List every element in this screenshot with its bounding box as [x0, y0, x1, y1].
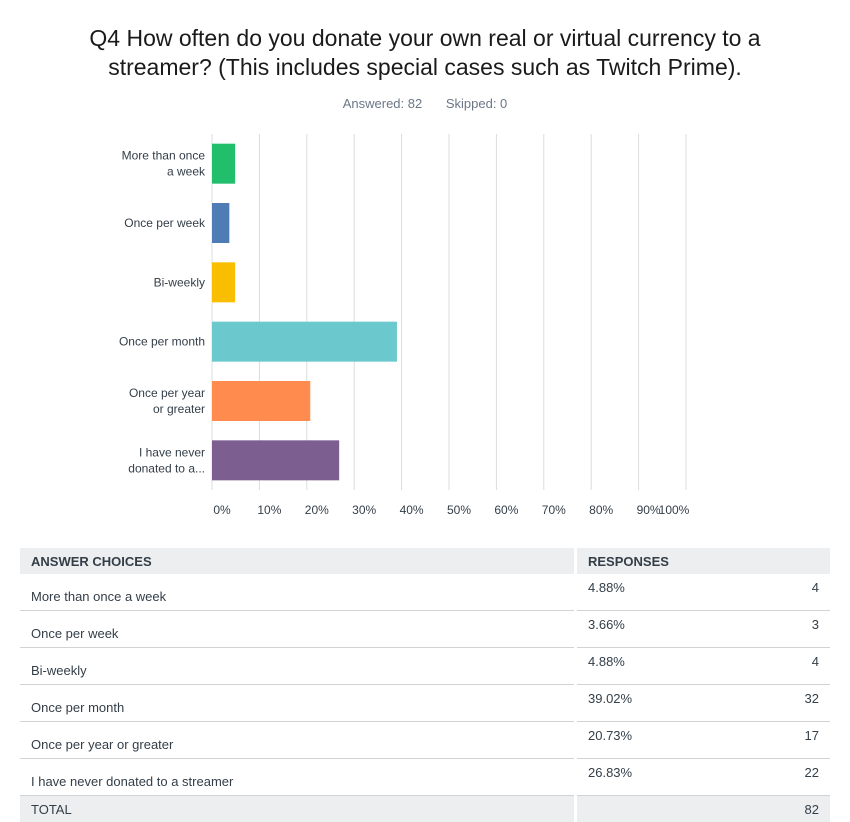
answer-choice-cell: I have never donated to a streamer	[20, 759, 576, 796]
skipped-count: Skipped: 0	[446, 96, 507, 111]
category-label: or greater	[153, 402, 205, 416]
x-tick-label: 70%	[542, 503, 566, 517]
bar[interactable]	[212, 203, 229, 243]
answer-choice-cell: Once per year or greater	[20, 722, 576, 759]
response-count-cell: 4	[741, 648, 830, 685]
answer-choice-cell: Once per month	[20, 685, 576, 722]
category-label: Bi-weekly	[154, 275, 205, 289]
response-count-cell: 32	[741, 685, 830, 722]
x-tick-label: 10%	[257, 503, 281, 517]
answer-choices-header: ANSWER CHOICES	[20, 548, 576, 574]
total-spacer	[576, 796, 741, 822]
category-label: Once per year	[129, 386, 205, 400]
response-summary: Answered: 82 Skipped: 0	[0, 96, 850, 111]
category-label: More than once	[122, 149, 206, 163]
answer-choice-cell: Once per week	[20, 611, 576, 648]
response-count-cell: 22	[741, 759, 830, 796]
x-tick-label: 0%	[213, 503, 231, 517]
total-count: 82	[741, 796, 830, 822]
response-percent-cell: 39.02%	[576, 685, 741, 722]
responses-header: RESPONSES	[576, 548, 831, 574]
response-percent-cell: 4.88%	[576, 574, 741, 611]
answer-choice-cell: Bi-weekly	[20, 648, 576, 685]
answer-choice-cell: More than once a week	[20, 574, 576, 611]
bar[interactable]	[212, 322, 397, 362]
x-tick-label: 40%	[400, 503, 424, 517]
table-header-row: ANSWER CHOICES RESPONSES	[20, 548, 830, 574]
total-label: TOTAL	[20, 796, 576, 822]
bar[interactable]	[212, 144, 235, 184]
x-tick-label: 80%	[589, 503, 613, 517]
x-tick-label: 100%	[659, 503, 690, 517]
category-label: Once per month	[119, 335, 205, 349]
answered-count: Answered: 82	[343, 96, 423, 111]
question-title: Q4 How often do you donate your own real…	[40, 24, 810, 82]
x-tick-label: 60%	[494, 503, 518, 517]
bar[interactable]	[212, 440, 339, 480]
x-tick-label: 90%	[637, 503, 661, 517]
total-row: TOTAL 82	[20, 796, 830, 822]
response-percent-cell: 20.73%	[576, 722, 741, 759]
responses-table: ANSWER CHOICES RESPONSES More than once …	[20, 548, 830, 822]
category-label: I have never	[139, 445, 205, 459]
category-label: a week	[167, 165, 206, 179]
response-count-cell: 4	[741, 574, 830, 611]
bar[interactable]	[212, 381, 310, 421]
response-percent-cell: 4.88%	[576, 648, 741, 685]
bar[interactable]	[212, 262, 235, 302]
response-count-cell: 17	[741, 722, 830, 759]
response-percent-cell: 3.66%	[576, 611, 741, 648]
category-label: Once per week	[124, 216, 206, 230]
x-tick-label: 30%	[352, 503, 376, 517]
response-count-cell: 3	[741, 611, 830, 648]
bar-chart: 0% 10% 20% 30% 40% 50% 60% 70% 80% 90%100% More th…	[0, 120, 850, 530]
response-percent-cell: 26.83%	[576, 759, 741, 796]
x-tick-label: 20%	[305, 503, 329, 517]
category-label: donated to a...	[128, 461, 205, 475]
x-tick-label: 50%	[447, 503, 471, 517]
